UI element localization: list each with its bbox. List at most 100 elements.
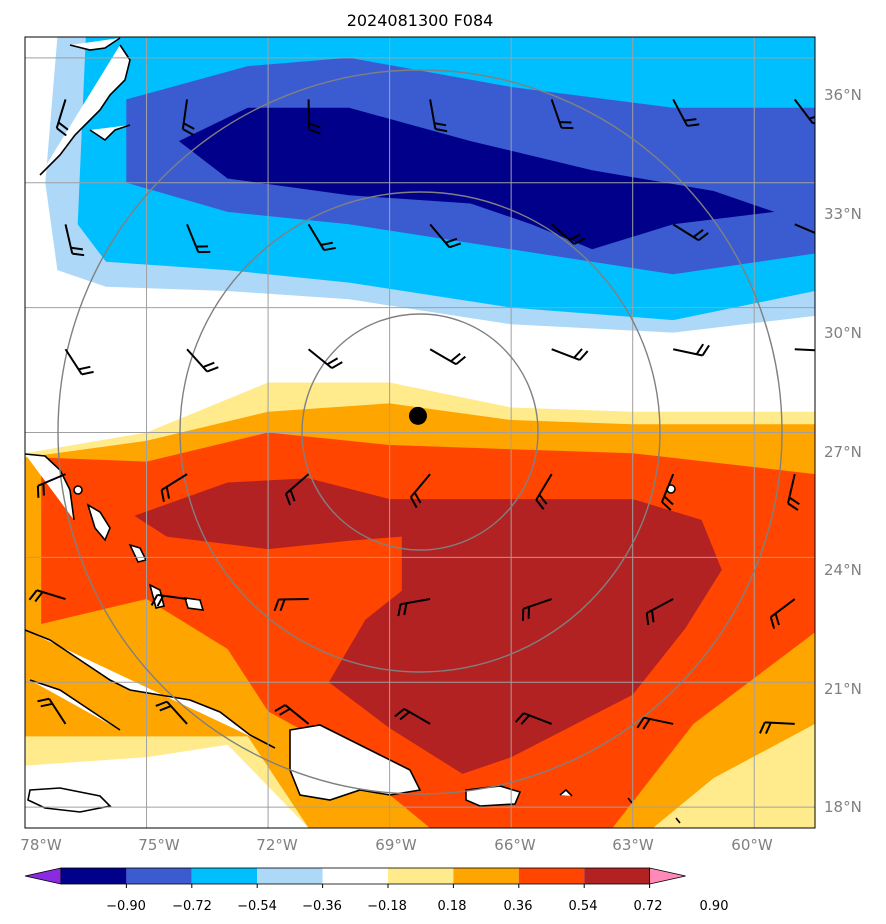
bahamas-marker: [73, 485, 83, 495]
wind-barb: [64, 348, 94, 376]
colorbar-tick-label: 0.90: [700, 899, 729, 914]
colorbar-swatch: [453, 868, 519, 884]
colorbar-tick-label: −0.36: [302, 899, 342, 914]
colorbar-swatch: [388, 868, 454, 884]
x-tick-label: 63°W: [612, 836, 654, 854]
range-ring-middle: [179, 191, 661, 673]
colorbar-tick-label: 0.54: [569, 899, 598, 914]
wind-barb: [551, 348, 589, 361]
cuba-south-coast: [29, 679, 121, 731]
colorbar-tick-label: 0.18: [438, 899, 467, 914]
contour-fills: [25, 37, 815, 828]
wind-barb: [429, 99, 448, 133]
wind-barb: [186, 348, 219, 373]
leeward-islands: [559, 788, 681, 824]
pamlico-coast: [89, 124, 131, 142]
wind-barb: [36, 473, 66, 498]
wind-barb: [28, 589, 66, 603]
wind-barb: [55, 99, 69, 137]
colorbar-swatch: [322, 868, 388, 884]
colorbar-swatch: [61, 868, 127, 884]
x-tick-label: 78°W: [20, 836, 62, 854]
x-tick-label: 72°W: [256, 836, 298, 854]
bahamas-island-3: [183, 597, 205, 611]
wind-barb: [181, 99, 195, 136]
wind-barb: [307, 348, 343, 369]
wind-barb: [307, 99, 321, 135]
wind-barb: [394, 708, 431, 725]
range-ring-inner: [301, 313, 539, 551]
wind-barb: [535, 473, 553, 510]
carolina-coast: [39, 44, 131, 176]
y-tick-label: 33°N: [824, 205, 862, 223]
wind-barb: [769, 598, 796, 629]
range-ring-outer: [57, 69, 783, 795]
x-tick-label: 66°W: [494, 836, 536, 854]
wind-barb: [759, 721, 795, 735]
colorbar-tick-label: −0.90: [106, 899, 146, 914]
puerto-rico-island: [465, 785, 522, 807]
chart-title: 2024081300 F084: [347, 11, 494, 30]
wind-barb: [409, 473, 431, 509]
coastlines: [25, 37, 681, 824]
wind-barb: [521, 598, 552, 621]
andros-island: [86, 503, 111, 542]
wind-barb: [794, 223, 815, 235]
colorbar-tick-label: −0.18: [367, 899, 407, 914]
y-tick-label: 27°N: [824, 443, 862, 461]
wind-barbs: [28, 98, 815, 735]
range-rings: [57, 69, 783, 795]
x-tick-label: 60°W: [731, 836, 773, 854]
colorbar-swatch: [584, 868, 650, 884]
wind-barb: [274, 704, 310, 725]
colorbar-tick-label: 0.72: [634, 899, 663, 914]
wind-barb: [645, 598, 674, 626]
wind-barb: [160, 473, 188, 502]
jamaica-island: [27, 787, 112, 813]
wind-barb: [155, 700, 188, 725]
y-tick-label: 24°N: [824, 561, 862, 579]
wind-barb: [794, 348, 815, 352]
delmarva-coast: [69, 37, 121, 51]
y-tick-label: 21°N: [824, 680, 862, 698]
wind-barb: [636, 716, 674, 730]
x-tick-label: 75°W: [138, 836, 180, 854]
wind-barb: [186, 223, 211, 254]
colorbar-labels: −0.90 −0.72 −0.54 −0.36 −0.18 0.18 0.36 …: [106, 899, 728, 914]
y-axis-labels: 36°N 33°N 30°N 27°N 24°N 21°N 18°N: [824, 86, 862, 816]
colorbar-swatch: [126, 868, 192, 884]
wind-barb: [787, 473, 800, 511]
wind-barb: [514, 712, 553, 725]
wind-barb: [150, 593, 188, 607]
wind-barb: [550, 99, 574, 130]
colorbar-swatch: [191, 868, 258, 884]
map-area: [24, 36, 816, 829]
colorbar-swatch: [257, 868, 323, 884]
wind-barb: [429, 348, 467, 366]
colorbar-tick-label: −0.72: [172, 899, 212, 914]
wind-barb: [672, 98, 700, 127]
wind-barb: [551, 223, 586, 245]
wind-barb: [273, 598, 309, 612]
colorbar-frame: [60, 867, 650, 885]
y-tick-label: 36°N: [824, 86, 862, 104]
colorbar-extend-high: [649, 867, 686, 885]
wind-barb: [429, 223, 462, 249]
storm-center-marker: [408, 406, 427, 425]
colorbar-tick-label: −0.54: [237, 899, 277, 914]
wind-barb: [661, 473, 675, 511]
wind-barb: [64, 224, 85, 257]
wind-barb: [672, 343, 710, 357]
wind-barb: [672, 223, 709, 242]
wind-barb: [307, 223, 337, 252]
colorbar: [24, 867, 686, 888]
wind-barb: [397, 598, 431, 617]
wind-barb: [37, 697, 67, 725]
x-axis-labels: 78°W 75°W 72°W 69°W 66°W 63°W 60°W: [20, 836, 773, 854]
y-tick-label: 30°N: [824, 324, 862, 342]
map-frame: [24, 36, 816, 829]
wind-barb: [285, 473, 310, 506]
x-tick-label: 69°W: [375, 836, 417, 854]
gridlines: [25, 37, 815, 828]
